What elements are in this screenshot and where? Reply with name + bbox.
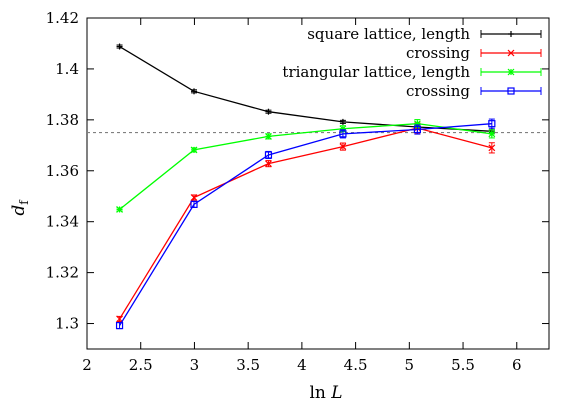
- x-tick-label: 6: [512, 356, 522, 374]
- data-point-b: [190, 194, 198, 201]
- x-tick-label: 5: [405, 356, 415, 374]
- legend: square lattice, lengthcrossingtriangular…: [282, 25, 542, 100]
- series-line: [119, 123, 492, 326]
- y-tick-label: 1.32: [46, 264, 79, 282]
- data-point: [265, 160, 272, 168]
- data-point: [115, 321, 124, 330]
- data-point-b: [488, 130, 496, 138]
- y-tick-label: 1.38: [46, 111, 79, 129]
- legend-label: triangular lattice, length: [282, 63, 470, 81]
- plot-area: 2 2.5 3 3.5 4 4.5 5 5.5 6 1.3 1.32 1.34 1.36 1.38 1.4 1…: [46, 9, 550, 374]
- legend-marker: [507, 49, 515, 57]
- series-line: [119, 123, 492, 210]
- legend-item: crossing: [406, 82, 542, 100]
- data-point-b: [488, 144, 496, 152]
- x-axis-title: ln L: [309, 383, 342, 403]
- y-tick-label: 1.36: [46, 162, 79, 180]
- data-point-b: [190, 146, 198, 154]
- x-tick-label: 3.5: [236, 356, 260, 374]
- y-tick-label: 1.4: [55, 60, 79, 78]
- series-line: [119, 127, 493, 320]
- data-point: [339, 130, 347, 138]
- data-point-b: [265, 160, 272, 168]
- series-line: [119, 45, 492, 132]
- data-point-b: [116, 315, 123, 323]
- data-point: [265, 108, 272, 115]
- plot-frame: [86, 17, 550, 350]
- legend-marker: [508, 31, 514, 37]
- data-point: [264, 151, 273, 159]
- data-point-b: [265, 132, 272, 140]
- data-point: [488, 130, 496, 138]
- y-axis-title: df: [9, 199, 31, 216]
- data-point: [190, 200, 198, 208]
- data-point: [413, 120, 421, 128]
- y-tick-label: 1.3: [55, 315, 79, 333]
- legend-item: crossing: [406, 44, 542, 62]
- series-1: [116, 122, 496, 323]
- x-tick-label: 2.5: [129, 356, 153, 374]
- data-point: [190, 194, 198, 201]
- data-point-b: [413, 120, 421, 128]
- x-tick-label: 3: [190, 356, 200, 374]
- data-point: [488, 144, 496, 152]
- legend-label: square lattice, length: [307, 25, 470, 43]
- legend-marker: [507, 68, 515, 76]
- data-point: [116, 206, 123, 213]
- data-point: [265, 132, 272, 140]
- x-tick-label: 2: [82, 356, 92, 374]
- x-tick-label: 4: [297, 356, 307, 374]
- data-point: [339, 118, 346, 125]
- legend-item: triangular lattice, length: [282, 63, 542, 81]
- legend-label: crossing: [406, 44, 470, 62]
- legend-marker-b: [507, 68, 515, 76]
- data-point-b: [339, 143, 347, 151]
- data-point: [488, 120, 496, 128]
- series-3: [115, 118, 496, 330]
- data-point: [190, 146, 198, 154]
- legend-item: square lattice, length: [307, 25, 542, 43]
- data-point: [413, 125, 421, 134]
- legend-label: crossing: [406, 82, 470, 100]
- x-tick-label: 5.5: [451, 356, 475, 374]
- data-point: [116, 315, 123, 323]
- data-point: [116, 43, 123, 50]
- legend-marker: [507, 87, 515, 95]
- y-tick-label: 1.34: [46, 213, 79, 231]
- data-point: [191, 88, 198, 95]
- data-point-b: [116, 206, 123, 213]
- data-point: [339, 143, 347, 151]
- legend-marker-b: [507, 49, 515, 57]
- x-tick-label: 4.5: [344, 356, 368, 374]
- y-tick-label: 1.42: [46, 9, 79, 27]
